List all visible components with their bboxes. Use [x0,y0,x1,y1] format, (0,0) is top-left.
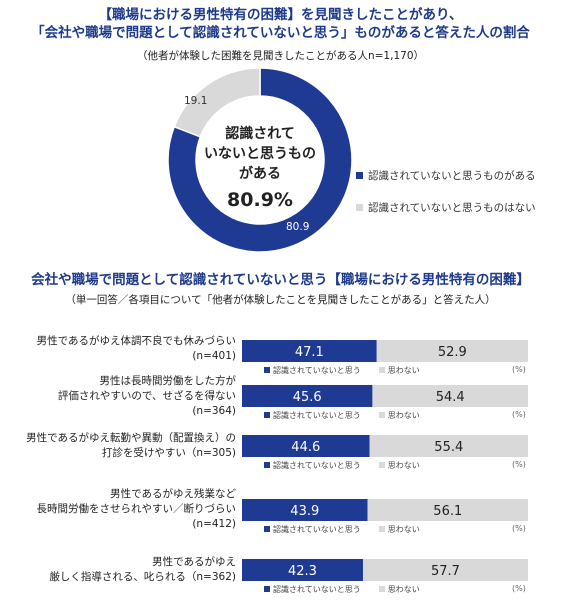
donut-chart: 80.9 19.1 認識されていないと思うものがある 80.9% [167,67,353,253]
legend-label-recognized: 認識されていないと思う [273,461,361,470]
donut-data-label-0: 80.9 [286,221,309,233]
bar-value-label-recognized: 45.6 [293,390,322,405]
donut-center-text-0: 認識されて [225,125,295,142]
donut-slice-0 [167,67,353,253]
legend-swatch-recognized [264,412,270,418]
legend-swatch-recognized [264,586,270,592]
bar-category-label-line: 男性であるがゆえ [152,556,236,568]
bar-segment-not-recognized [372,385,528,407]
bar-legend: 認識されていないと思う 思わない [264,584,420,595]
bar-category-label-line: 打診を受けやすい（n=305) [101,447,236,459]
bar-segment-not-recognized [362,559,528,581]
bar-segment-recognized [242,435,370,457]
bar-category-label-line: 厳しく指導される、叱られる（n=362) [49,571,236,583]
legend-label-recognized: 認識されていないと思う [273,585,361,594]
bar-category-label-line: 男性であるがゆえ体調不良でも休みづらい [36,335,236,347]
bar-segment-not-recognized [369,435,528,457]
unit-label: (%) [512,584,526,593]
bar-value-label-recognized: 47.1 [295,345,324,360]
bar-value-label-recognized: 44.6 [291,440,320,455]
bar-value-label-not-recognized: 56.1 [433,504,462,519]
legend-label-not-recognized: 思わない [387,585,420,594]
legend-swatch-not-recognized [378,367,385,373]
bar-category-label: 男性は長時間労働をした方が評価されやすいので、せざるを得ない (n=364) [0,374,236,419]
donut-legend-item-no: 認識されていないと思うものはない [356,200,536,215]
legend-label-not-recognized: 思わない [387,366,420,375]
legend-swatch-recognized [264,526,270,532]
chart-title-line2: 「会社や職場で問題として認識されていないと思う」ものがあると答えた人の割合 [31,25,530,41]
bar-category-label-line: 男性であるがゆえ転勤や異動（配置換え）の [26,432,236,444]
bar-category-label: 男性であるがゆえ体調不良でも休みづらい (n=401) [0,334,236,364]
bar-category-label: 男性であるがゆえ残業など長時間労働をさせられやすい／断りづらい (n=412) [0,487,237,532]
donut-center-value: 80.9% [227,189,293,211]
legend-label-recognized: 認識されていないと思う [273,366,361,375]
legend-label-recognized: 認識されていないと思う [273,411,361,420]
bar-segment-not-recognized [376,340,528,362]
bar-legend: 認識されていないと思う 思わない [264,410,420,421]
bar-category-label-line: (n=364) [192,404,236,417]
bar-category-label-line: 長時間労働をさせられやすい／断りづらい [36,502,237,515]
bar-category-label-line: 評価されやすいので、せざるを得ない [57,389,236,402]
bar-category-label: 男性であるがゆえ厳しく指導される、叱られる（n=362) [0,555,236,585]
donut-center-text-2: がある [239,165,281,182]
legend-label-not-recognized: 思わない [387,525,420,534]
bar-segment-not-recognized [367,499,528,521]
donut-legend-label-yes: 認識されていないと思うものがある [368,170,536,182]
legend-swatch-navy [356,172,363,179]
bar-segment-recognized [242,559,363,581]
unit-label: (%) [512,460,526,469]
bar-category-label-line: (n=401) [192,350,236,362]
bar-category-label-line: (n=412) [192,517,236,530]
bar-segment-recognized [242,385,373,407]
donut-slice-1 [173,67,261,138]
bar-category-label: 男性であるがゆえ転勤や異動（配置換え）の打診を受けやすい（n=305) [0,431,236,461]
bar-chart-title: 会社や職場で問題として認識されていないと思う【職場における男性特有の困難】 [31,272,530,288]
legend-swatch-gray [356,204,363,211]
bar-segment-recognized [242,340,377,362]
legend-label-not-recognized: 思わない [387,461,420,470]
bar-legend: 認識されていないと思う 思わない [264,365,420,376]
legend-swatch-not-recognized [378,412,385,418]
donut-data-label-1: 19.1 [184,95,207,107]
legend-swatch-recognized [264,462,270,468]
bar-value-label-not-recognized: 54.4 [436,390,465,405]
unit-label: (%) [512,524,526,533]
legend-label-not-recognized: 思わない [387,411,420,420]
bar-value-label-recognized: 43.9 [290,504,319,519]
donut-center-text-1: いないと思うもの [204,146,316,162]
unit-label: (%) [512,410,526,419]
donut-legend-label-no: 認識されていないと思うものはない [368,202,536,214]
unit-label: (%) [512,365,526,374]
donut-legend-item-yes: 認識されていないと思うものがある [356,168,536,183]
bar-legend: 認識されていないと思う 思わない [264,524,420,535]
legend-swatch-not-recognized [378,462,385,468]
bar-value-label-not-recognized: 55.4 [434,440,463,455]
sample-note: （他者が体験した困難を見聞きしたことがある人n=1,170） [136,50,424,62]
bar-value-label-recognized: 42.3 [288,564,317,579]
bar-legend: 認識されていないと思う 思わない [264,460,420,471]
bar-value-label-not-recognized: 57.7 [431,564,460,579]
legend-swatch-not-recognized [378,526,385,532]
legend-swatch-recognized [264,367,270,373]
bar-category-label-line: 男性であるがゆえ残業など [110,487,236,500]
legend-label-recognized: 認識されていないと思う [273,525,361,534]
bar-segment-recognized [242,499,368,521]
bar-category-label-line: 男性は長時間労働をした方が [99,374,237,387]
legend-swatch-not-recognized [378,586,385,592]
bar-value-label-not-recognized: 52.9 [438,345,467,360]
chart-title-line1: 【職場における男性特有の困難】を見聞きしたことがあり、 [98,7,463,23]
bar-chart-note: （単一回答／各項目について「他者が体験したことを見聞きしたことがある」と答えた人… [65,294,496,306]
